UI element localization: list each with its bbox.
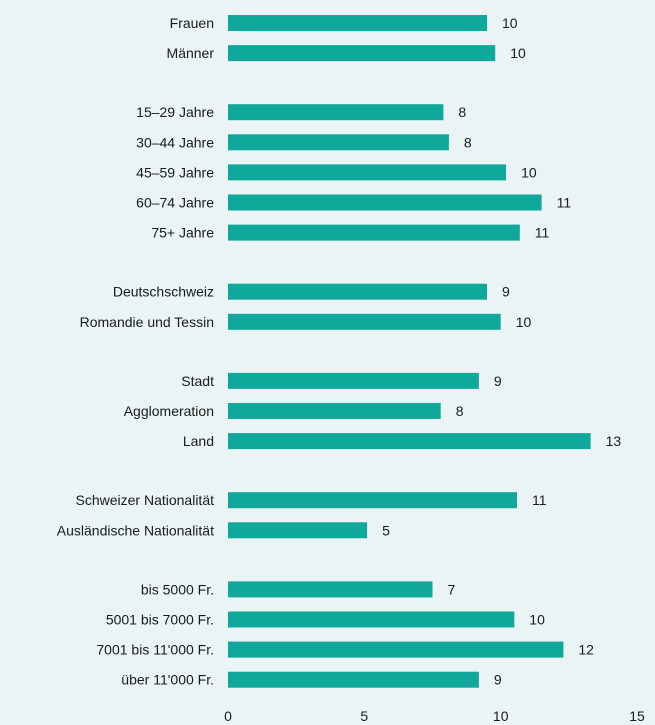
category-label: Deutschschweiz [113, 284, 214, 300]
category-label: über 11'000 Fr. [121, 672, 214, 688]
category-label: Männer [167, 45, 215, 61]
category-label: Ausländische Nationalität [57, 522, 214, 538]
bar [228, 372, 479, 389]
value-label: 7 [448, 581, 456, 597]
value-label: 8 [456, 403, 464, 419]
category-label-layer: Frauen Männer 15–29 Jahre 30–44 Jahre 45–59 … [57, 15, 215, 688]
category-label: Schweizer Nationalität [75, 492, 214, 508]
bar [228, 224, 520, 241]
bar [228, 104, 444, 121]
value-label-layer: 10 10 8 8 10 11 11 9 10 9 8 13 11 5 7 10 12 9 [382, 15, 621, 688]
category-label: Stadt [181, 373, 214, 389]
bar [228, 433, 591, 450]
category-label: Land [183, 433, 214, 449]
value-label: 10 [510, 45, 526, 61]
x-tick-label: 15 [629, 708, 645, 724]
category-label: 5001 bis 7000 Fr. [106, 612, 214, 628]
value-label: 11 [557, 195, 572, 211]
value-label: 10 [521, 164, 537, 180]
value-label: 10 [516, 314, 532, 330]
bar [228, 134, 449, 151]
category-label: bis 5000 Fr. [141, 581, 214, 597]
bar [228, 164, 507, 181]
value-label: 9 [494, 672, 502, 688]
bar [228, 671, 479, 688]
value-label: 10 [529, 612, 545, 628]
x-axis-tick-layer: 0 5 10 15 [224, 708, 645, 724]
value-label: 9 [494, 373, 502, 389]
x-tick-label: 0 [224, 708, 232, 724]
value-label: 8 [458, 104, 466, 120]
category-label: 45–59 Jahre [136, 164, 214, 180]
category-label: 75+ Jahre [151, 225, 214, 241]
bar [228, 611, 515, 628]
value-label: 12 [578, 642, 594, 658]
value-label: 10 [502, 15, 518, 31]
category-label: Romandie und Tessin [80, 314, 214, 330]
category-label: Frauen [170, 15, 214, 31]
value-label: 11 [535, 225, 550, 241]
bar [228, 283, 487, 300]
bar-layer [228, 15, 591, 688]
bar [228, 194, 542, 211]
category-label: 60–74 Jahre [136, 195, 214, 211]
value-label: 8 [464, 134, 472, 150]
category-label: Agglomeration [124, 403, 214, 419]
x-tick-label: 10 [493, 708, 509, 724]
bar [228, 522, 368, 539]
category-label: 15–29 Jahre [136, 104, 214, 120]
bar [228, 492, 517, 509]
value-label: 11 [532, 492, 547, 508]
value-label: 9 [502, 284, 510, 300]
value-label: 13 [606, 433, 622, 449]
bar [228, 313, 501, 330]
bar [228, 581, 433, 598]
value-label: 5 [382, 522, 390, 538]
category-label: 30–44 Jahre [136, 134, 214, 150]
category-label: 7001 bis 11'000 Fr. [96, 642, 214, 658]
bar [228, 403, 441, 419]
bar [228, 641, 564, 658]
bar [228, 45, 496, 62]
bar [228, 15, 487, 31]
x-tick-label: 5 [360, 708, 368, 724]
